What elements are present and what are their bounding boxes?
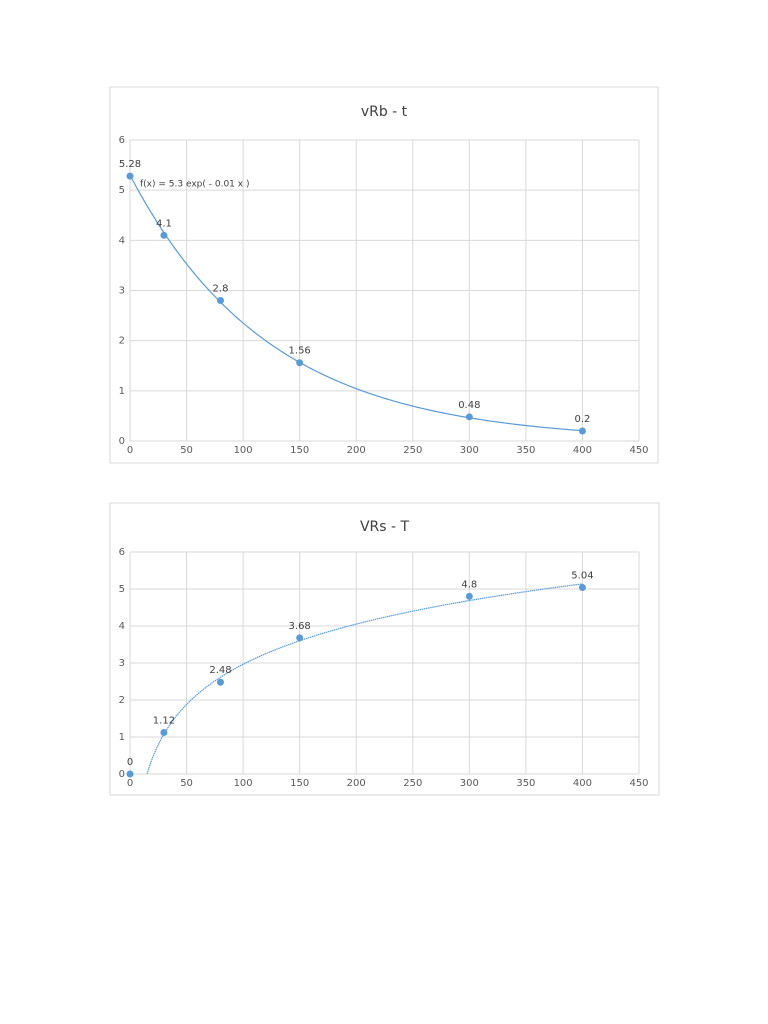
y-tick-label: 0: [119, 436, 125, 447]
x-tick-label: 0: [127, 778, 133, 789]
y-tick-label: 5: [119, 185, 125, 196]
y-tick-label: 6: [119, 547, 125, 558]
y-tick-label: 4: [119, 621, 125, 632]
y-tick-label: 2: [119, 336, 125, 347]
x-tick-label: 450: [629, 778, 648, 789]
y-tick-label: 1: [119, 732, 125, 743]
data-point: [578, 427, 586, 435]
x-tick-label: 100: [234, 778, 253, 789]
data-point: [578, 584, 586, 592]
data-point: [296, 359, 304, 367]
data-label: 5.28: [119, 159, 141, 170]
x-tick-label: 50: [180, 445, 193, 456]
y-tick-label: 1: [119, 386, 125, 397]
x-tick-label: 300: [460, 445, 479, 456]
x-tick-label: 400: [573, 445, 592, 456]
data-point: [126, 770, 134, 778]
x-tick-label: 350: [516, 778, 535, 789]
data-point: [216, 678, 224, 686]
x-tick-label: 450: [629, 445, 648, 456]
chart-frame: [109, 502, 660, 796]
chart-title: vRb - t: [361, 104, 408, 120]
x-tick-label: 250: [403, 445, 422, 456]
x-tick-label: 150: [290, 445, 309, 456]
trendline: [146, 583, 583, 775]
data-label: 0: [127, 757, 133, 768]
data-label: 4.1: [156, 218, 172, 229]
x-tick-label: 300: [460, 778, 479, 789]
trendline: [129, 174, 583, 432]
trendline-label: f(x) = 5.3 exp( - 0.01 x ): [140, 180, 249, 190]
data-label: 0.2: [574, 414, 590, 425]
x-tick-label: 100: [234, 445, 253, 456]
data-point: [465, 592, 473, 600]
y-tick-label: 6: [119, 135, 125, 146]
x-tick-label: 350: [516, 445, 535, 456]
y-tick-label: 0: [119, 769, 125, 780]
data-label: 3.68: [289, 621, 311, 632]
y-tick-label: 2: [119, 695, 125, 706]
data-label: 5.04: [571, 571, 593, 582]
data-point: [465, 413, 473, 421]
data-label: 2.48: [209, 665, 231, 676]
data-point: [126, 172, 134, 180]
data-label: 1.56: [289, 346, 311, 357]
x-tick-label: 250: [403, 778, 422, 789]
x-tick-label: 200: [347, 778, 366, 789]
y-tick-label: 5: [119, 584, 125, 595]
y-tick-label: 3: [119, 658, 125, 669]
chart-title: VRs - T: [360, 519, 410, 535]
data-label: 2.8: [213, 284, 229, 295]
chart-frame: [109, 86, 659, 464]
x-tick-label: 50: [180, 778, 193, 789]
x-tick-label: 200: [347, 445, 366, 456]
y-tick-label: 4: [119, 235, 125, 246]
data-point: [296, 634, 304, 642]
x-tick-label: 150: [290, 778, 309, 789]
data-label: 4.8: [461, 579, 477, 590]
data-label: 1.12: [153, 716, 175, 727]
y-tick-label: 3: [119, 286, 125, 297]
data-point: [160, 231, 168, 239]
data-label: 0.48: [458, 400, 480, 411]
data-point: [160, 729, 168, 737]
x-tick-label: 0: [127, 445, 133, 456]
data-point: [216, 297, 224, 305]
x-tick-label: 400: [573, 778, 592, 789]
